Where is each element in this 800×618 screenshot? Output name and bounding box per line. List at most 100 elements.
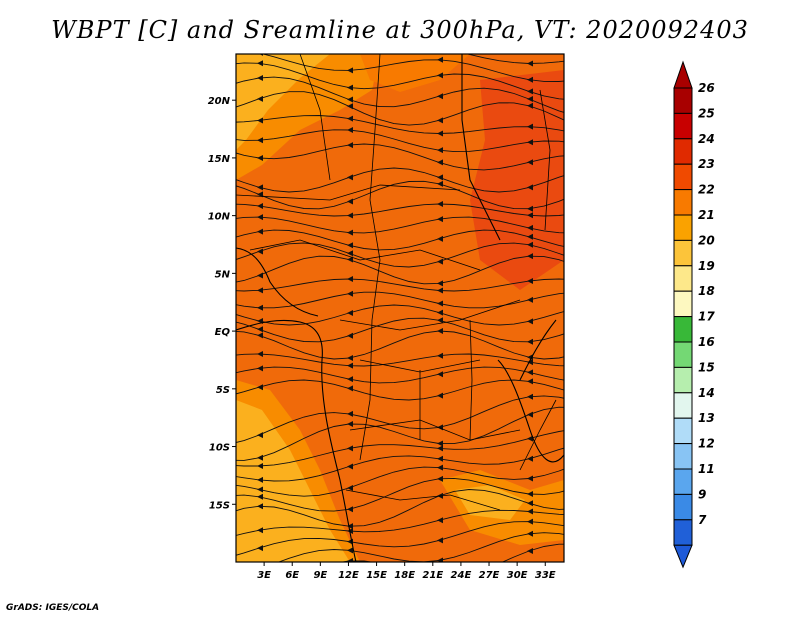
x-tick-label: 3E bbox=[257, 570, 271, 581]
grads-credit: GrADS: IGES/COLA bbox=[6, 603, 100, 613]
streamline-arrow bbox=[257, 214, 263, 221]
colorbar: 26 25 24 23 22 21 20 19 18 17 16 15 14 13 12 11 9 7 bbox=[673, 60, 715, 569]
colorbar-label: 14 bbox=[698, 386, 715, 400]
map-title: WBPT [C] and Sreamline at 300hPa, VT: 20… bbox=[51, 16, 749, 44]
streamline-arrow bbox=[347, 142, 353, 149]
streamline-arrow bbox=[347, 103, 353, 110]
streamline-arrow bbox=[437, 455, 443, 462]
streamline-arrow bbox=[527, 318, 533, 325]
colorbar-segment bbox=[673, 112, 693, 140]
streamline-arrow bbox=[527, 435, 533, 442]
colorbar-label: 25 bbox=[698, 106, 715, 120]
colorbar-label: 20 bbox=[698, 233, 715, 247]
streamline-arrow bbox=[527, 500, 533, 507]
streamline-arrow bbox=[527, 102, 533, 109]
colorbar-label: 9 bbox=[698, 487, 706, 501]
streamline-arrow bbox=[347, 229, 353, 236]
colorbar-segment bbox=[673, 392, 693, 419]
colorbar-label: 24 bbox=[698, 132, 715, 146]
streamline-arrow bbox=[347, 256, 353, 263]
latitude-axis: 20N 15N 10N 5N EQ 5S 10S 15S bbox=[208, 96, 236, 511]
streamline-arrow bbox=[347, 506, 353, 513]
streamline bbox=[236, 91, 564, 126]
streamline-arrow bbox=[257, 527, 263, 534]
streamline-arrow bbox=[437, 174, 443, 181]
streamline-arrow bbox=[257, 332, 263, 339]
colorbar-label: 7 bbox=[698, 513, 707, 527]
streamline-arrow bbox=[257, 476, 263, 483]
streamline-arrow bbox=[347, 410, 353, 417]
streamline-arrow bbox=[257, 74, 263, 81]
streamline-arrow bbox=[527, 518, 533, 525]
streamline-arrow bbox=[347, 242, 353, 249]
streamline-arrow bbox=[527, 530, 533, 537]
streamline bbox=[236, 62, 564, 100]
streamline-arrow bbox=[437, 475, 443, 482]
colorbar-segment bbox=[673, 163, 693, 191]
streamline-arrow bbox=[437, 309, 443, 316]
colorbar-segment bbox=[673, 519, 693, 546]
streamline bbox=[339, 543, 564, 562]
streamline-arrow bbox=[347, 276, 353, 283]
streamline-arrow bbox=[437, 93, 443, 100]
streamline bbox=[236, 255, 564, 285]
streamline-arrow bbox=[437, 72, 443, 79]
colorbar-segment bbox=[673, 443, 693, 470]
x-tick-label: 12E bbox=[338, 570, 359, 581]
streamline-arrow bbox=[347, 355, 353, 362]
streamline-arrow bbox=[527, 508, 533, 515]
x-tick-label: 33E bbox=[535, 570, 556, 581]
streamline bbox=[236, 216, 564, 234]
streamline bbox=[236, 203, 564, 217]
streamline-arrow bbox=[527, 338, 533, 345]
colorbar-segment bbox=[673, 417, 693, 445]
colorbar-label: 13 bbox=[698, 411, 715, 425]
wbpt-patch-northeast bbox=[360, 54, 470, 92]
streamline bbox=[236, 291, 564, 309]
streamline-arrow bbox=[347, 445, 353, 452]
streamline bbox=[236, 366, 564, 384]
streamline-arrow bbox=[257, 326, 263, 333]
streamline bbox=[236, 242, 564, 268]
streamline-arrow bbox=[257, 248, 263, 255]
colorbar-label: 17 bbox=[698, 310, 715, 324]
streamline-arrow bbox=[437, 287, 443, 294]
streamline-arrow bbox=[257, 432, 263, 439]
streamline-arrow bbox=[437, 317, 443, 324]
streamline-arrow bbox=[347, 385, 353, 392]
streamline-arrow bbox=[437, 280, 443, 287]
country-borders bbox=[236, 54, 557, 511]
streamline-arrow bbox=[347, 310, 353, 317]
streamline-arrow bbox=[437, 235, 443, 242]
streamline-arrow bbox=[437, 159, 443, 166]
streamline-arrow bbox=[437, 147, 443, 154]
colorbar-segment bbox=[673, 87, 693, 114]
streamline bbox=[236, 379, 564, 401]
streamline bbox=[236, 353, 564, 367]
streamlines bbox=[236, 54, 564, 562]
streamline-arrow bbox=[347, 463, 353, 470]
streamline-arrow bbox=[347, 332, 353, 339]
x-tick-label: 27E bbox=[479, 570, 500, 581]
colorbar-label: 21 bbox=[698, 208, 715, 222]
y-tick-label: 15S bbox=[209, 500, 230, 511]
colorbar-segment bbox=[673, 341, 693, 368]
streamline-arrow bbox=[257, 493, 263, 500]
streamline bbox=[236, 129, 564, 153]
streamline-arrow bbox=[527, 378, 533, 385]
streamline-arrow bbox=[527, 212, 533, 219]
wbpt-patch-southeast-light bbox=[455, 485, 525, 520]
streamline-arrow bbox=[347, 174, 353, 181]
streamline bbox=[236, 167, 564, 193]
streamline-arrow bbox=[527, 490, 533, 497]
streamline-arrow bbox=[437, 517, 443, 524]
streamline-arrow bbox=[347, 523, 353, 530]
colorbar-label: 26 bbox=[698, 81, 715, 95]
coastlines bbox=[236, 54, 564, 562]
x-tick-label: 9E bbox=[313, 570, 327, 581]
streamline-arrow bbox=[257, 117, 263, 124]
streamline-arrow bbox=[257, 304, 263, 311]
colorbar-label: 19 bbox=[698, 259, 715, 273]
streamline bbox=[236, 278, 564, 292]
